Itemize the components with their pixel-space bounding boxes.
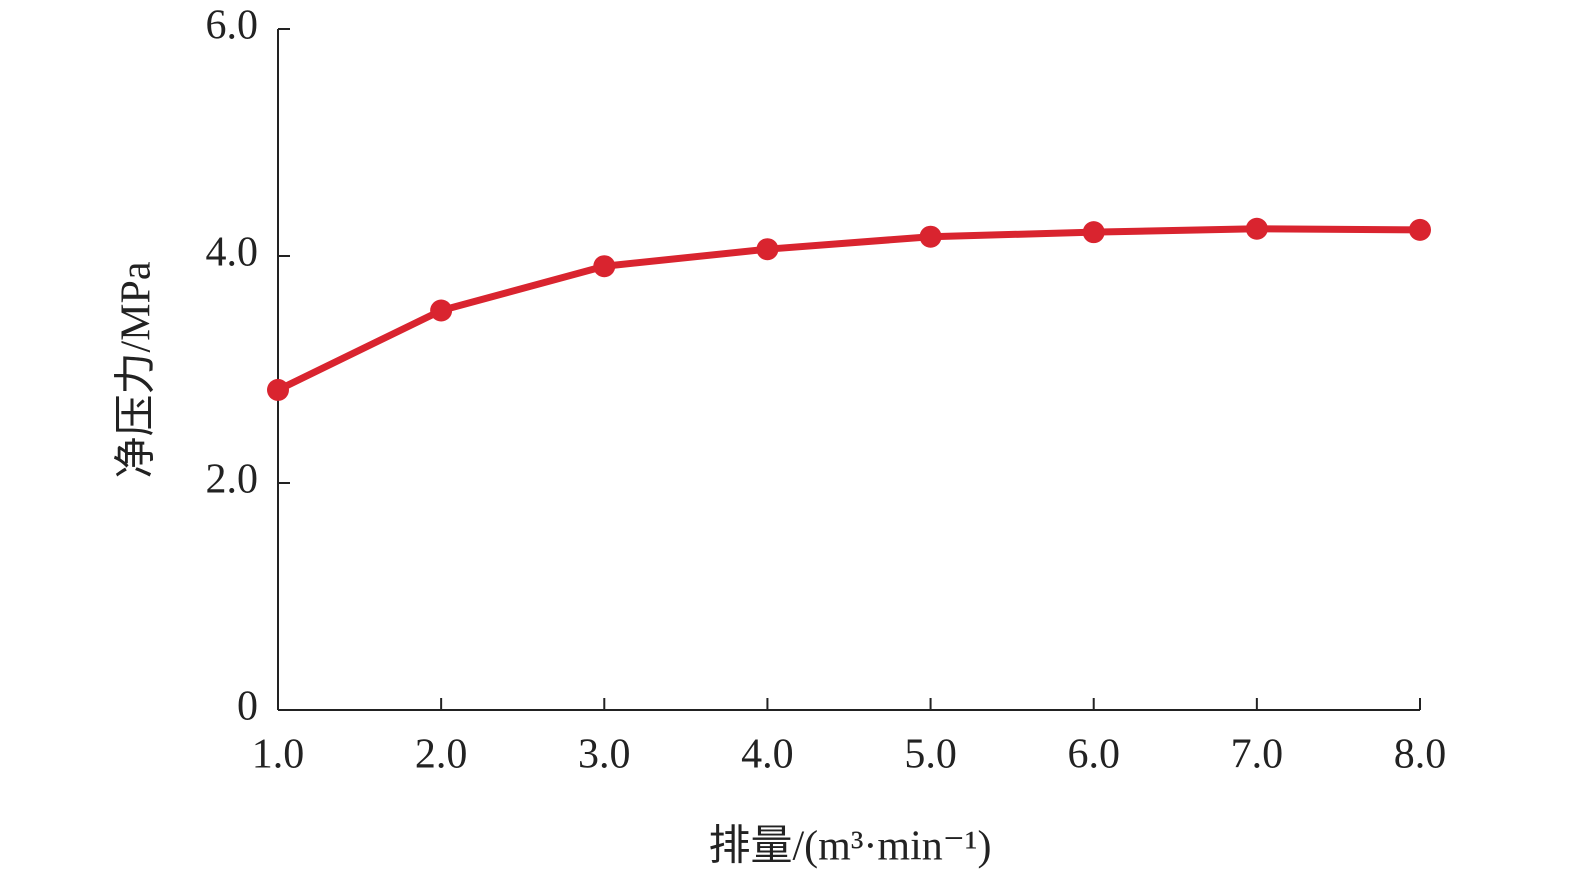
x-tick-label: 3.0 [578, 732, 631, 778]
data-point [593, 255, 616, 278]
y-tick-label: 0 [237, 684, 258, 730]
y-axis-label: 净压力/MPa [114, 261, 160, 478]
x-tick-label: 7.0 [1231, 732, 1284, 778]
data-point [756, 238, 779, 261]
data-point [267, 378, 289, 401]
x-tick-label: 4.0 [741, 732, 794, 778]
data-point [430, 299, 453, 322]
x-tick-label: 6.0 [1067, 732, 1120, 778]
data-point [1245, 217, 1268, 240]
x-tick-label: 1.0 [252, 732, 305, 778]
x-tick-label: 8.0 [1394, 732, 1447, 778]
data-point [919, 225, 942, 248]
data-point [1409, 218, 1431, 241]
y-tick-label: 2.0 [206, 457, 259, 503]
x-tick-label: 5.0 [904, 732, 957, 778]
data-point [1082, 221, 1105, 244]
x-axis-label: 排量/(m³·min⁻¹) [709, 824, 992, 870]
y-tick-label: 6.0 [206, 3, 259, 49]
data-line [276, 225, 1421, 394]
y-tick-label: 4.0 [206, 230, 259, 276]
x-tick-label: 2.0 [415, 732, 468, 778]
